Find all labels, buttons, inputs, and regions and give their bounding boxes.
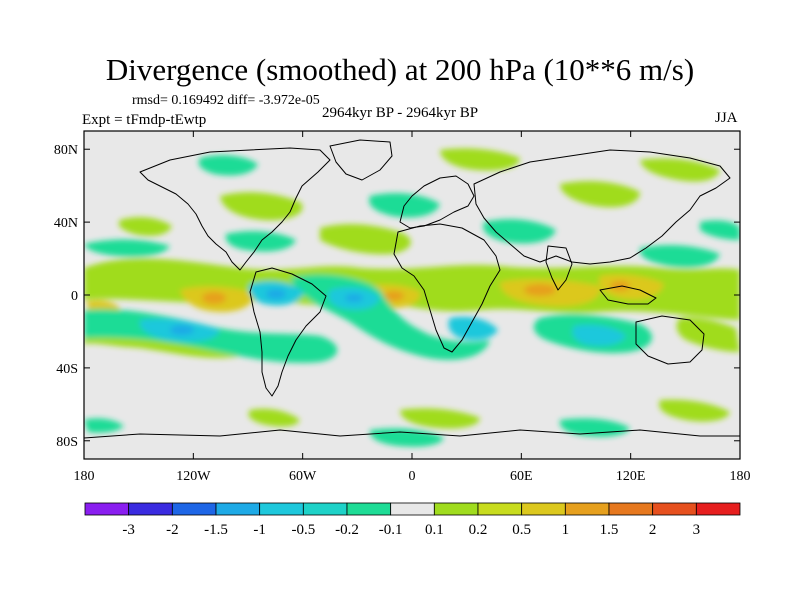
coast-antarctica bbox=[84, 429, 740, 439]
colorbar-label: 1 bbox=[562, 522, 570, 538]
colorbar-label: 3 bbox=[693, 522, 701, 538]
period-label: 2964kyr BP - 2964kyr BP bbox=[322, 105, 479, 121]
coast-greenland bbox=[329, 139, 393, 181]
colorbar-label: 2 bbox=[649, 522, 657, 538]
colorbar-label: 0.5 bbox=[512, 522, 531, 538]
lon-tick-label: 120W bbox=[176, 469, 211, 484]
lat-tick-label: 40N bbox=[54, 216, 78, 231]
colorbar-swatch bbox=[390, 502, 435, 516]
colorbar-label: -3 bbox=[122, 522, 135, 538]
field-layer bbox=[84, 139, 740, 447]
stats-label: rmsd= 0.169492 diff= -3.972e-05 bbox=[132, 93, 320, 108]
lon-tick-label: 60W bbox=[289, 469, 317, 484]
lon-tick-label: 180 bbox=[730, 469, 751, 484]
season-label: JJA bbox=[715, 110, 738, 126]
lon-tick-label: 180 bbox=[74, 469, 95, 484]
coast-maritime bbox=[599, 285, 657, 305]
colorbar-label: -0.5 bbox=[291, 522, 315, 538]
colorbar-swatch bbox=[346, 502, 392, 516]
lon-tick-label: 0 bbox=[409, 469, 416, 484]
colorbar-swatch bbox=[564, 502, 610, 516]
colorbar-label: -0.1 bbox=[379, 522, 403, 538]
colorbar-swatch bbox=[128, 502, 173, 516]
colorbar-label: 0.2 bbox=[469, 522, 488, 538]
colorbar-swatch bbox=[477, 502, 523, 516]
colorbar-swatch bbox=[171, 502, 217, 516]
coast-asia bbox=[473, 149, 731, 265]
experiment-label: Expt = tFmdp-tEwtp bbox=[82, 112, 207, 128]
colorbar-swatch bbox=[302, 502, 348, 516]
lon-tick-label: 60E bbox=[510, 469, 533, 484]
colorbar-swatch bbox=[433, 502, 479, 516]
axis-ticks: 180 120W 60W 0 60E 120E 180 80N 40N 0 40S 80S bbox=[54, 131, 751, 484]
colorbar-label: -1 bbox=[253, 522, 266, 538]
lat-tick-label: 80S bbox=[56, 435, 78, 450]
colorbar: -3 -2 -1.5 -1 -0.5 -0.2 -0.1 0.1 0.2 0.5 1 1.5 2 3 bbox=[84, 502, 741, 538]
lat-tick-label: 40S bbox=[56, 362, 78, 377]
coast-north-america bbox=[139, 147, 331, 271]
colorbar-label: 1.5 bbox=[600, 522, 619, 538]
lat-tick-label: 80N bbox=[54, 143, 78, 158]
negative-strong-layer bbox=[170, 289, 363, 335]
colorbar-label: -2 bbox=[166, 522, 179, 538]
colorbar-swatch bbox=[652, 502, 697, 516]
colorbar-swatch bbox=[259, 502, 304, 516]
lat-tick-label: 0 bbox=[71, 289, 78, 304]
colorbar-swatch bbox=[695, 502, 741, 516]
colorbar-swatch bbox=[215, 502, 261, 516]
colorbar-swatch bbox=[608, 502, 654, 516]
coastlines bbox=[84, 139, 740, 439]
colorbar-label: 0.1 bbox=[425, 522, 444, 538]
map-title: Divergence (smoothed) at 200 hPa (10**6 … bbox=[105, 52, 695, 87]
coast-africa bbox=[393, 223, 501, 353]
colorbar-label: -0.2 bbox=[335, 522, 359, 538]
coast-australia bbox=[635, 315, 705, 365]
colorbar-swatch bbox=[521, 502, 566, 516]
coast-india bbox=[545, 245, 573, 291]
lon-tick-label: 120E bbox=[616, 469, 646, 484]
colorbar-label: -1.5 bbox=[204, 522, 228, 538]
colorbar-swatch bbox=[84, 502, 130, 516]
coast-south-america bbox=[249, 267, 327, 397]
